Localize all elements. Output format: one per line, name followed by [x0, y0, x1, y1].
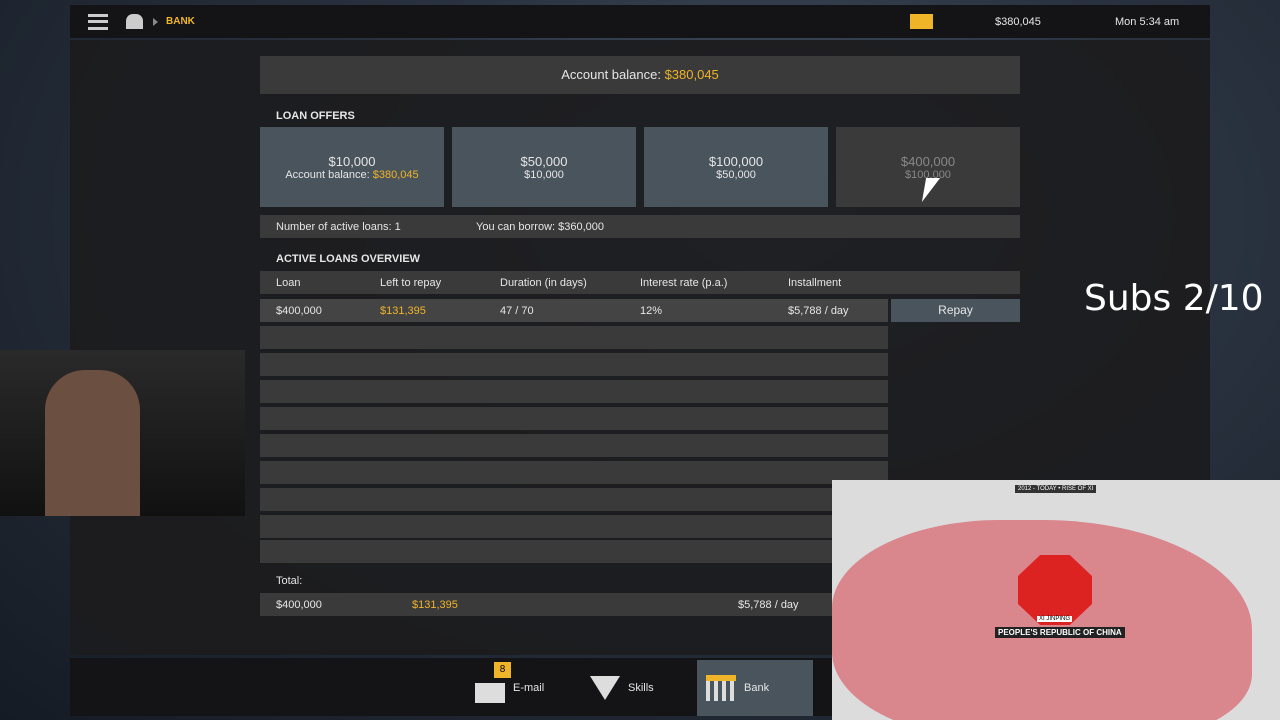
repay-button[interactable]: Repay [891, 299, 1020, 322]
streamer-image [45, 370, 140, 516]
col-loan: Loan [276, 277, 301, 289]
loan-offer-10000[interactable]: $10,000 Account balance: $380,045 [260, 127, 444, 207]
balance-value: $380,045 [664, 67, 719, 82]
balance-label: Account balance: [561, 67, 661, 82]
total-row [260, 593, 1020, 616]
topbar-balance: $380,045 [995, 15, 1041, 28]
top-bar: BANK $380,045 Mon 5:34 am [70, 5, 1210, 38]
offer-sub-value: $50,000 [716, 169, 756, 181]
row-left: $131,395 [380, 305, 426, 317]
col-installment: Installment [788, 277, 842, 289]
loan-offer-400000[interactable]: $400,000 $100,000 [836, 127, 1020, 207]
nav-bank-label: Bank [744, 682, 770, 694]
empty-row [260, 461, 888, 484]
home-icon[interactable] [126, 14, 143, 29]
nav-email-label: E-mail [513, 682, 545, 694]
empty-row [260, 326, 888, 349]
col-rate: Interest rate (p.a.) [640, 277, 728, 289]
menu-icon[interactable] [88, 13, 108, 30]
breadcrumb[interactable]: BANK [166, 16, 195, 27]
nav-skills-label: Skills [628, 682, 654, 694]
clock: Mon 5:34 am [1115, 15, 1180, 28]
skills-icon [590, 676, 620, 700]
account-balance-header: Account balance: $380,045 [260, 56, 1020, 94]
total-installment: $5,788 / day [738, 599, 799, 611]
loan-offers-title: LOAN OFFERS [276, 110, 355, 122]
total-label: Total: [276, 575, 303, 587]
empty-row [260, 380, 888, 403]
map-overlay: 2012 - TODAY • RISE OF XI XI JINPING PEO… [832, 480, 1280, 720]
offer-amount: $100,000 [708, 154, 764, 169]
portrait [1018, 555, 1092, 625]
empty-row [260, 407, 888, 430]
can-borrow: You can borrow: $360,000 [476, 221, 605, 233]
map-name: XI JINPING [1037, 616, 1073, 622]
chevron-right-icon [153, 17, 158, 26]
row-duration: 47 / 70 [500, 305, 534, 317]
offer-sub-value: $380,045 [372, 169, 419, 181]
empty-row [260, 353, 888, 376]
total-left: $131,395 [412, 599, 458, 611]
nav-bank[interactable]: Bank [706, 660, 769, 716]
table-row [260, 299, 888, 322]
active-loans-count: Number of active loans: 1 [276, 221, 401, 233]
nav-email[interactable]: 8 E-mail [475, 660, 544, 716]
empty-row [260, 488, 888, 511]
nav-skills[interactable]: Skills [590, 660, 654, 716]
col-left: Left to repay [380, 277, 442, 289]
offer-amount: $10,000 [328, 154, 376, 169]
loan-info-bar [260, 215, 1020, 238]
empty-row [260, 434, 888, 457]
empty-row [260, 540, 888, 563]
total-loan: $400,000 [276, 599, 322, 611]
map-header: 2012 - TODAY • RISE OF XI [1015, 485, 1097, 493]
offer-amount: $400,000 [900, 154, 956, 169]
row-rate: 12% [640, 305, 663, 317]
email-badge: 8 [494, 662, 511, 678]
offer-amount: $50,000 [520, 154, 568, 169]
offer-sub-value: $10,000 [524, 169, 564, 181]
row-loan: $400,000 [276, 305, 322, 317]
map-country: PEOPLE'S REPUBLIC OF CHINA [995, 627, 1125, 638]
offer-sub-value: $100,000 [905, 169, 951, 181]
webcam-overlay [0, 350, 245, 516]
offer-sub-label: Account balance: [285, 169, 370, 181]
col-duration: Duration (in days) [500, 277, 587, 289]
email-icon: 8 [475, 662, 511, 703]
row-installment: $5,788 / day [788, 305, 849, 317]
active-loans-title: ACTIVE LOANS OVERVIEW [276, 253, 421, 265]
bank-icon [706, 675, 736, 701]
subs-counter: Subs 2/10 [1084, 278, 1264, 319]
loan-offer-50000[interactable]: $50,000 $10,000 [452, 127, 636, 207]
table-header [260, 271, 1020, 294]
empty-row [260, 515, 888, 538]
loan-offer-100000[interactable]: $100,000 $50,000 [644, 127, 828, 207]
notification-icon[interactable] [910, 14, 933, 29]
